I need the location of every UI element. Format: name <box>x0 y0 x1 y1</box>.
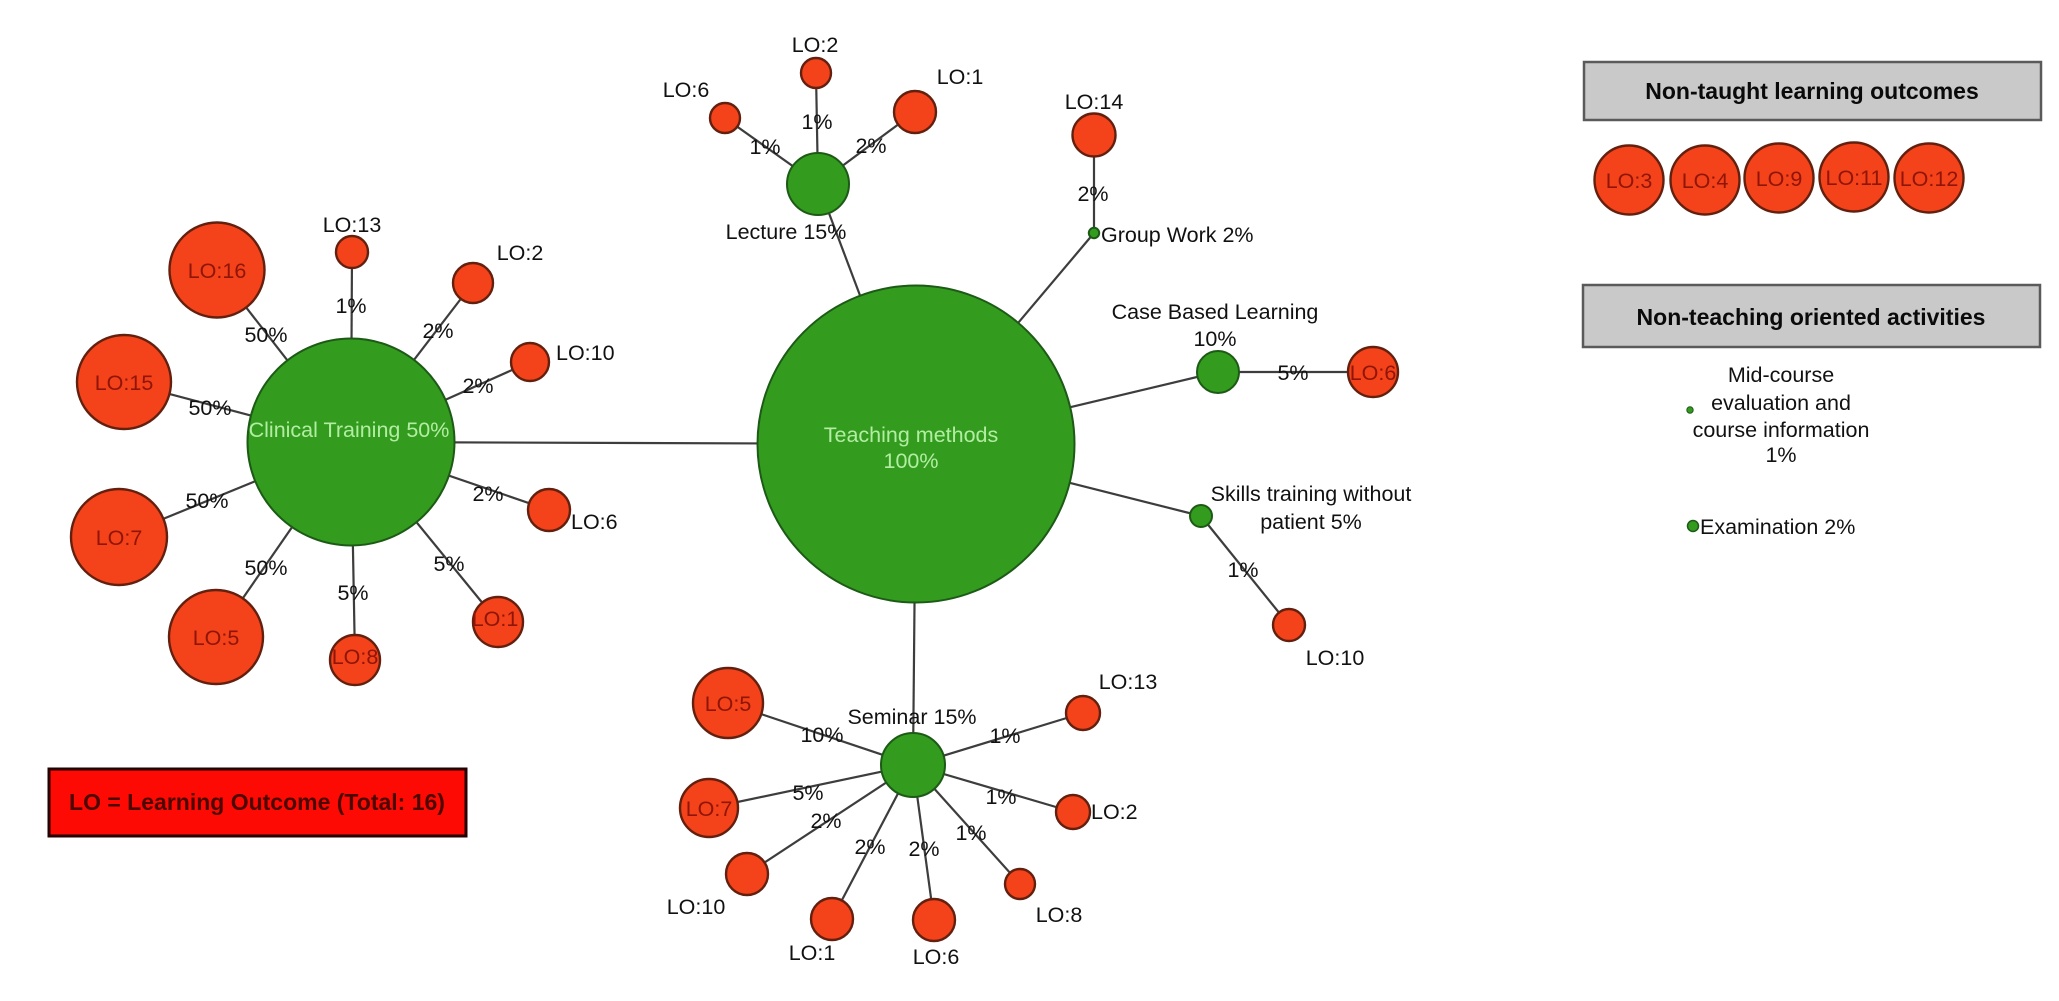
svg-text:Non-teaching oriented activiti: Non-teaching oriented activities <box>1637 304 1986 330</box>
svg-text:LO:4: LO:4 <box>1682 169 1729 193</box>
svg-text:1%: 1% <box>1227 558 1258 582</box>
svg-text:LO:2: LO:2 <box>497 241 544 265</box>
svg-text:1%: 1% <box>335 294 366 318</box>
svg-text:Lecture 15%: Lecture 15% <box>726 220 847 244</box>
svg-text:Teaching methods: Teaching methods <box>824 423 999 447</box>
svg-text:LO:6: LO:6 <box>663 78 710 102</box>
svg-text:1%: 1% <box>955 821 986 845</box>
svg-text:2%: 2% <box>422 319 453 343</box>
svg-text:Clinical Training 50%: Clinical Training 50% <box>249 418 450 442</box>
svg-text:LO:1: LO:1 <box>472 607 519 631</box>
svg-text:LO:2: LO:2 <box>792 33 839 57</box>
svg-text:50%: 50% <box>244 323 287 347</box>
svg-text:LO:6: LO:6 <box>571 510 618 534</box>
svg-text:LO:6: LO:6 <box>1350 361 1397 385</box>
svg-text:5%: 5% <box>792 781 823 805</box>
svg-text:course information: course information <box>1693 418 1870 442</box>
svg-text:Seminar 15%: Seminar 15% <box>847 705 976 729</box>
svg-text:LO:12: LO:12 <box>1900 167 1959 191</box>
svg-text:Skills training without: Skills training without <box>1211 482 1412 506</box>
svg-text:1%: 1% <box>985 785 1016 809</box>
svg-text:5%: 5% <box>1277 361 1308 385</box>
svg-text:LO:3: LO:3 <box>1606 169 1653 193</box>
svg-text:LO:14: LO:14 <box>1065 90 1124 114</box>
svg-text:1%: 1% <box>749 135 780 159</box>
svg-text:patient 5%: patient 5% <box>1260 510 1362 534</box>
svg-text:2%: 2% <box>855 134 886 158</box>
svg-text:2%: 2% <box>908 837 939 861</box>
svg-text:LO:13: LO:13 <box>323 213 382 237</box>
svg-text:50%: 50% <box>185 489 228 513</box>
svg-text:LO:13: LO:13 <box>1099 670 1158 694</box>
svg-text:LO:7: LO:7 <box>96 526 143 550</box>
svg-text:2%: 2% <box>810 809 841 833</box>
svg-text:1%: 1% <box>801 110 832 134</box>
svg-text:LO:2: LO:2 <box>1091 800 1138 824</box>
svg-text:100%: 100% <box>884 449 939 473</box>
svg-text:1%: 1% <box>1765 443 1796 467</box>
svg-text:10%: 10% <box>800 723 843 747</box>
svg-text:LO:10: LO:10 <box>556 341 615 365</box>
svg-text:10%: 10% <box>1193 327 1236 351</box>
svg-text:LO:16: LO:16 <box>188 259 247 283</box>
svg-text:LO:5: LO:5 <box>193 626 240 650</box>
svg-text:LO:10: LO:10 <box>667 895 726 919</box>
svg-text:Non-taught learning outcomes: Non-taught learning outcomes <box>1645 78 1979 104</box>
svg-text:LO:15: LO:15 <box>95 371 154 395</box>
svg-text:LO:5: LO:5 <box>705 692 752 716</box>
svg-text:5%: 5% <box>337 581 368 605</box>
svg-text:LO:8: LO:8 <box>1036 903 1083 927</box>
svg-text:LO:8: LO:8 <box>332 645 379 669</box>
svg-text:Group Work 2%: Group Work 2% <box>1101 223 1254 247</box>
svg-text:LO:10: LO:10 <box>1306 646 1365 670</box>
svg-text:evaluation and: evaluation and <box>1711 391 1851 415</box>
svg-text:LO = Learning Outcome (Total:: LO = Learning Outcome (Total: 16) <box>69 789 445 815</box>
svg-text:LO:7: LO:7 <box>686 797 733 821</box>
svg-text:LO:6: LO:6 <box>913 945 960 969</box>
svg-text:Case Based Learning: Case Based Learning <box>1112 300 1319 324</box>
svg-text:1%: 1% <box>989 724 1020 748</box>
svg-text:Examination 2%: Examination 2% <box>1700 515 1855 539</box>
svg-text:2%: 2% <box>854 835 885 859</box>
svg-text:Mid-course: Mid-course <box>1728 363 1834 387</box>
svg-text:50%: 50% <box>244 556 287 580</box>
svg-text:LO:1: LO:1 <box>789 941 836 965</box>
svg-text:LO:9: LO:9 <box>1756 167 1803 191</box>
svg-text:50%: 50% <box>188 396 231 420</box>
svg-text:LO:11: LO:11 <box>1826 166 1883 190</box>
svg-text:LO:1: LO:1 <box>937 65 984 89</box>
svg-text:5%: 5% <box>433 552 464 576</box>
svg-text:2%: 2% <box>1077 182 1108 206</box>
svg-text:2%: 2% <box>462 374 493 398</box>
svg-text:2%: 2% <box>472 482 503 506</box>
